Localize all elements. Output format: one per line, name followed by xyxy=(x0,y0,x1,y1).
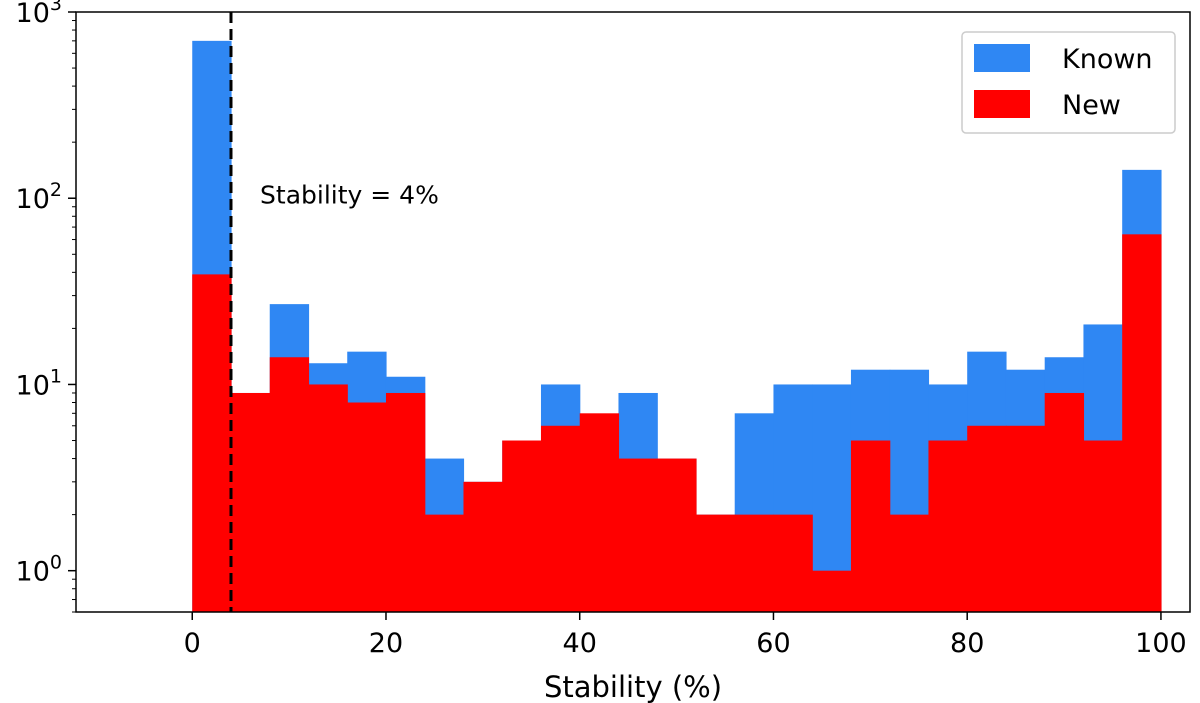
bar-new-6 xyxy=(424,514,465,612)
bar-new-22 xyxy=(1044,392,1085,612)
bar-new-4 xyxy=(347,402,387,612)
y-tick-label: 101 xyxy=(16,365,62,401)
histogram-bars xyxy=(192,40,1162,613)
bar-new-17 xyxy=(850,440,891,612)
bar-new-18 xyxy=(889,514,930,612)
bar-new-8 xyxy=(502,440,542,612)
bar-new-2 xyxy=(269,357,310,612)
x-axis-ticks: 0 20 40 60 80 100 xyxy=(184,612,1187,659)
bar-new-7 xyxy=(463,481,503,612)
bar-new-16 xyxy=(812,570,852,612)
y-tick-label: 103 xyxy=(16,0,62,29)
x-tick-label: 60 xyxy=(756,628,790,659)
legend-swatch-new xyxy=(974,90,1030,118)
bar-new-9 xyxy=(540,425,581,612)
x-tick-label: 20 xyxy=(369,628,403,659)
x-tick-label: 0 xyxy=(184,628,201,659)
y-axis-ticks: 100 101 102 103 xyxy=(16,0,76,613)
legend-label-new: New xyxy=(1062,90,1121,121)
bar-new-21 xyxy=(1005,425,1046,612)
bar-new-23 xyxy=(1083,440,1123,612)
bar-new-19 xyxy=(928,440,968,612)
bar-new-14 xyxy=(734,514,775,612)
annotations: Stability = 4% xyxy=(229,12,439,612)
bar-new-13 xyxy=(695,514,736,612)
bar-new-11 xyxy=(618,458,658,612)
bar-new-0 xyxy=(192,274,232,612)
bar-new-10 xyxy=(579,413,620,612)
x-tick-label: 80 xyxy=(950,628,984,659)
bar-new-3 xyxy=(308,384,348,612)
bar-new-15 xyxy=(773,514,813,612)
bar-new-20 xyxy=(967,425,1007,612)
bar-new-24 xyxy=(1122,234,1162,612)
legend-label-known: Known xyxy=(1062,44,1153,75)
legend: Known New xyxy=(961,31,1176,134)
x-tick-label: 100 xyxy=(1135,628,1187,659)
y-tick-label: 100 xyxy=(16,552,62,588)
plot-frame xyxy=(75,11,1191,613)
x-tick-label: 40 xyxy=(563,628,597,659)
threshold-annotation: Stability = 4% xyxy=(260,180,439,209)
bar-new-5 xyxy=(385,392,426,612)
bar-new-1 xyxy=(230,392,271,612)
legend-swatch-known xyxy=(974,44,1030,72)
bar-new-12 xyxy=(657,458,697,612)
y-tick-label: 102 xyxy=(16,179,62,215)
x-axis-label: Stability (%) xyxy=(544,670,722,703)
